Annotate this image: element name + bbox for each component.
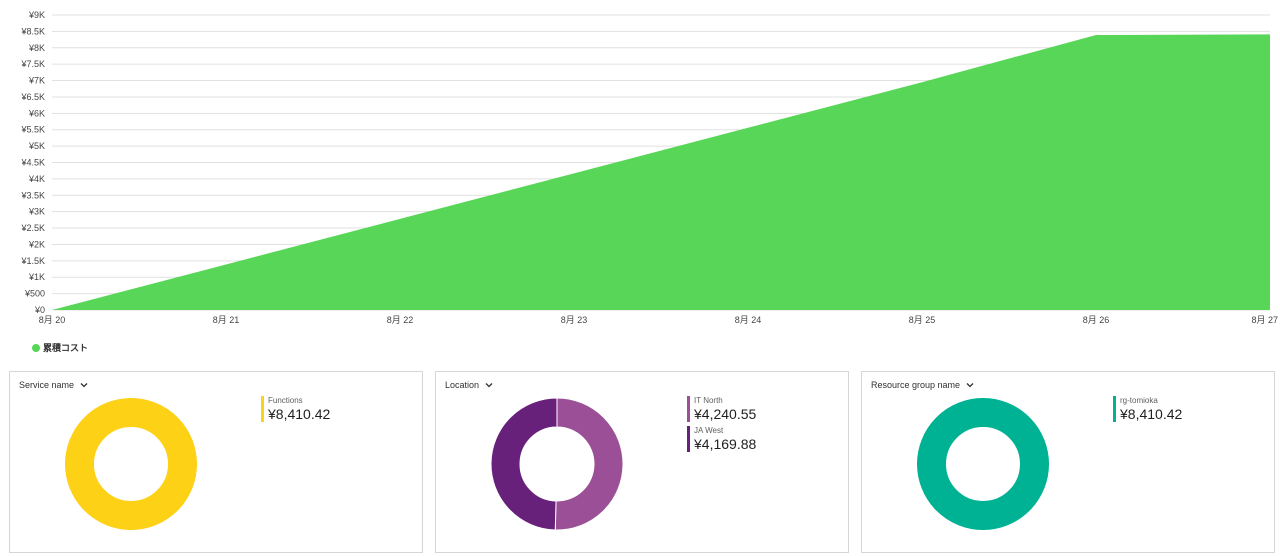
chevron-down-icon [80, 383, 88, 388]
entry-color-bar [261, 396, 264, 422]
y-tick-label: ¥500 [24, 289, 45, 299]
donut-slice [65, 398, 197, 530]
donut-slice [554, 397, 624, 531]
chart-series [52, 34, 1270, 310]
location-dropdown[interactable]: Location [445, 380, 493, 390]
y-tick-label: ¥0 [34, 305, 45, 315]
service-name-legend: Functions ¥8,410.42 [261, 396, 330, 426]
location-card: Location IT North ¥4,240.55 JA West ¥4,1… [435, 371, 849, 553]
x-tick-label: 8月 26 [1083, 315, 1110, 325]
entry-label: JA West [694, 426, 724, 435]
y-tick-label: ¥1.5K [20, 256, 45, 266]
y-tick-label: ¥4K [28, 174, 45, 184]
legend-entry[interactable]: rg-tomioka ¥8,410.42 [1113, 396, 1182, 422]
x-tick-label: 8月 22 [387, 315, 414, 325]
entry-color-bar [687, 396, 690, 422]
x-tick-label: 8月 27 [1251, 315, 1278, 325]
y-tick-label: ¥2K [28, 239, 45, 249]
service-name-dropdown[interactable]: Service name [19, 380, 88, 390]
y-tick-label: ¥2.5K [20, 223, 45, 233]
legend-color-swatch [32, 343, 40, 352]
y-tick-label: ¥3K [28, 207, 45, 217]
y-tick-label: ¥7K [28, 76, 45, 86]
y-tick-label: ¥7.5K [20, 59, 45, 69]
y-tick-label: ¥4.5K [20, 158, 45, 168]
donut-slice [490, 397, 558, 531]
y-tick-label: ¥1K [28, 272, 45, 282]
chevron-down-icon [485, 383, 493, 388]
card-header-label: Resource group name [871, 380, 961, 390]
x-axis: 8月 20 8月 21 8月 22 8月 23 8月 24 8月 25 8月 26 8月 27 [39, 315, 1278, 325]
y-tick-label: ¥8K [28, 43, 45, 53]
card-header-label: Location [445, 380, 480, 390]
chevron-down-icon [966, 383, 974, 388]
resource-group-card: Resource group name rg-tomioka ¥8,410.42 [861, 371, 1275, 553]
entry-value: ¥8,410.42 [268, 406, 331, 422]
entry-value: ¥4,240.55 [694, 406, 757, 422]
x-tick-label: 8月 20 [39, 315, 66, 325]
chart-legend[interactable]: 累積コスト [32, 341, 88, 354]
resource-group-legend: rg-tomioka ¥8,410.42 [1113, 396, 1182, 426]
entry-label: IT North [694, 396, 723, 405]
cumulative-cost-area-chart: ¥0 ¥500 ¥1K ¥1.5K ¥2K ¥2.5K ¥3K ¥3.5K ¥4K ¥4.5K ¥5… [20, 10, 1278, 325]
service-name-donut-chart [65, 398, 197, 530]
legend-entry[interactable]: Functions ¥8,410.42 [261, 396, 330, 422]
x-tick-label: 8月 24 [735, 315, 762, 325]
y-tick-label: ¥6.5K [20, 92, 45, 102]
entry-color-bar [687, 426, 690, 452]
x-tick-label: 8月 25 [909, 315, 936, 325]
entry-label: rg-tomioka [1120, 396, 1158, 405]
resource-group-dropdown[interactable]: Resource group name [871, 380, 974, 390]
y-tick-label: ¥6K [28, 108, 45, 118]
x-tick-label: 8月 21 [213, 315, 240, 325]
y-tick-label: ¥9K [28, 10, 45, 20]
resource-group-donut-chart [917, 398, 1049, 530]
donut-slice [917, 398, 1049, 530]
entry-value: ¥8,410.42 [1120, 406, 1183, 422]
y-tick-label: ¥5.5K [20, 125, 45, 135]
entry-color-bar [1113, 396, 1116, 422]
y-tick-label: ¥3.5K [20, 190, 45, 200]
location-donut-chart [490, 397, 624, 531]
location-legend: IT North ¥4,240.55 JA West ¥4,169.88 [687, 396, 756, 456]
y-tick-label: ¥8.5K [20, 26, 45, 36]
entry-label: Functions [268, 396, 303, 405]
entry-value: ¥4,169.88 [694, 436, 757, 452]
card-header-label: Service name [19, 380, 75, 390]
legend-entry[interactable]: IT North ¥4,240.55 [687, 396, 756, 422]
legend-label: 累積コスト [43, 343, 89, 353]
y-axis: ¥0 ¥500 ¥1K ¥1.5K ¥2K ¥2.5K ¥3K ¥3.5K ¥4K ¥4.5K ¥5… [20, 10, 45, 315]
area-series [52, 34, 1270, 310]
y-tick-label: ¥5K [28, 141, 45, 151]
service-name-card: Service name Functions ¥8,410.42 [9, 371, 423, 553]
x-tick-label: 8月 23 [561, 315, 588, 325]
legend-entry[interactable]: JA West ¥4,169.88 [687, 426, 756, 452]
